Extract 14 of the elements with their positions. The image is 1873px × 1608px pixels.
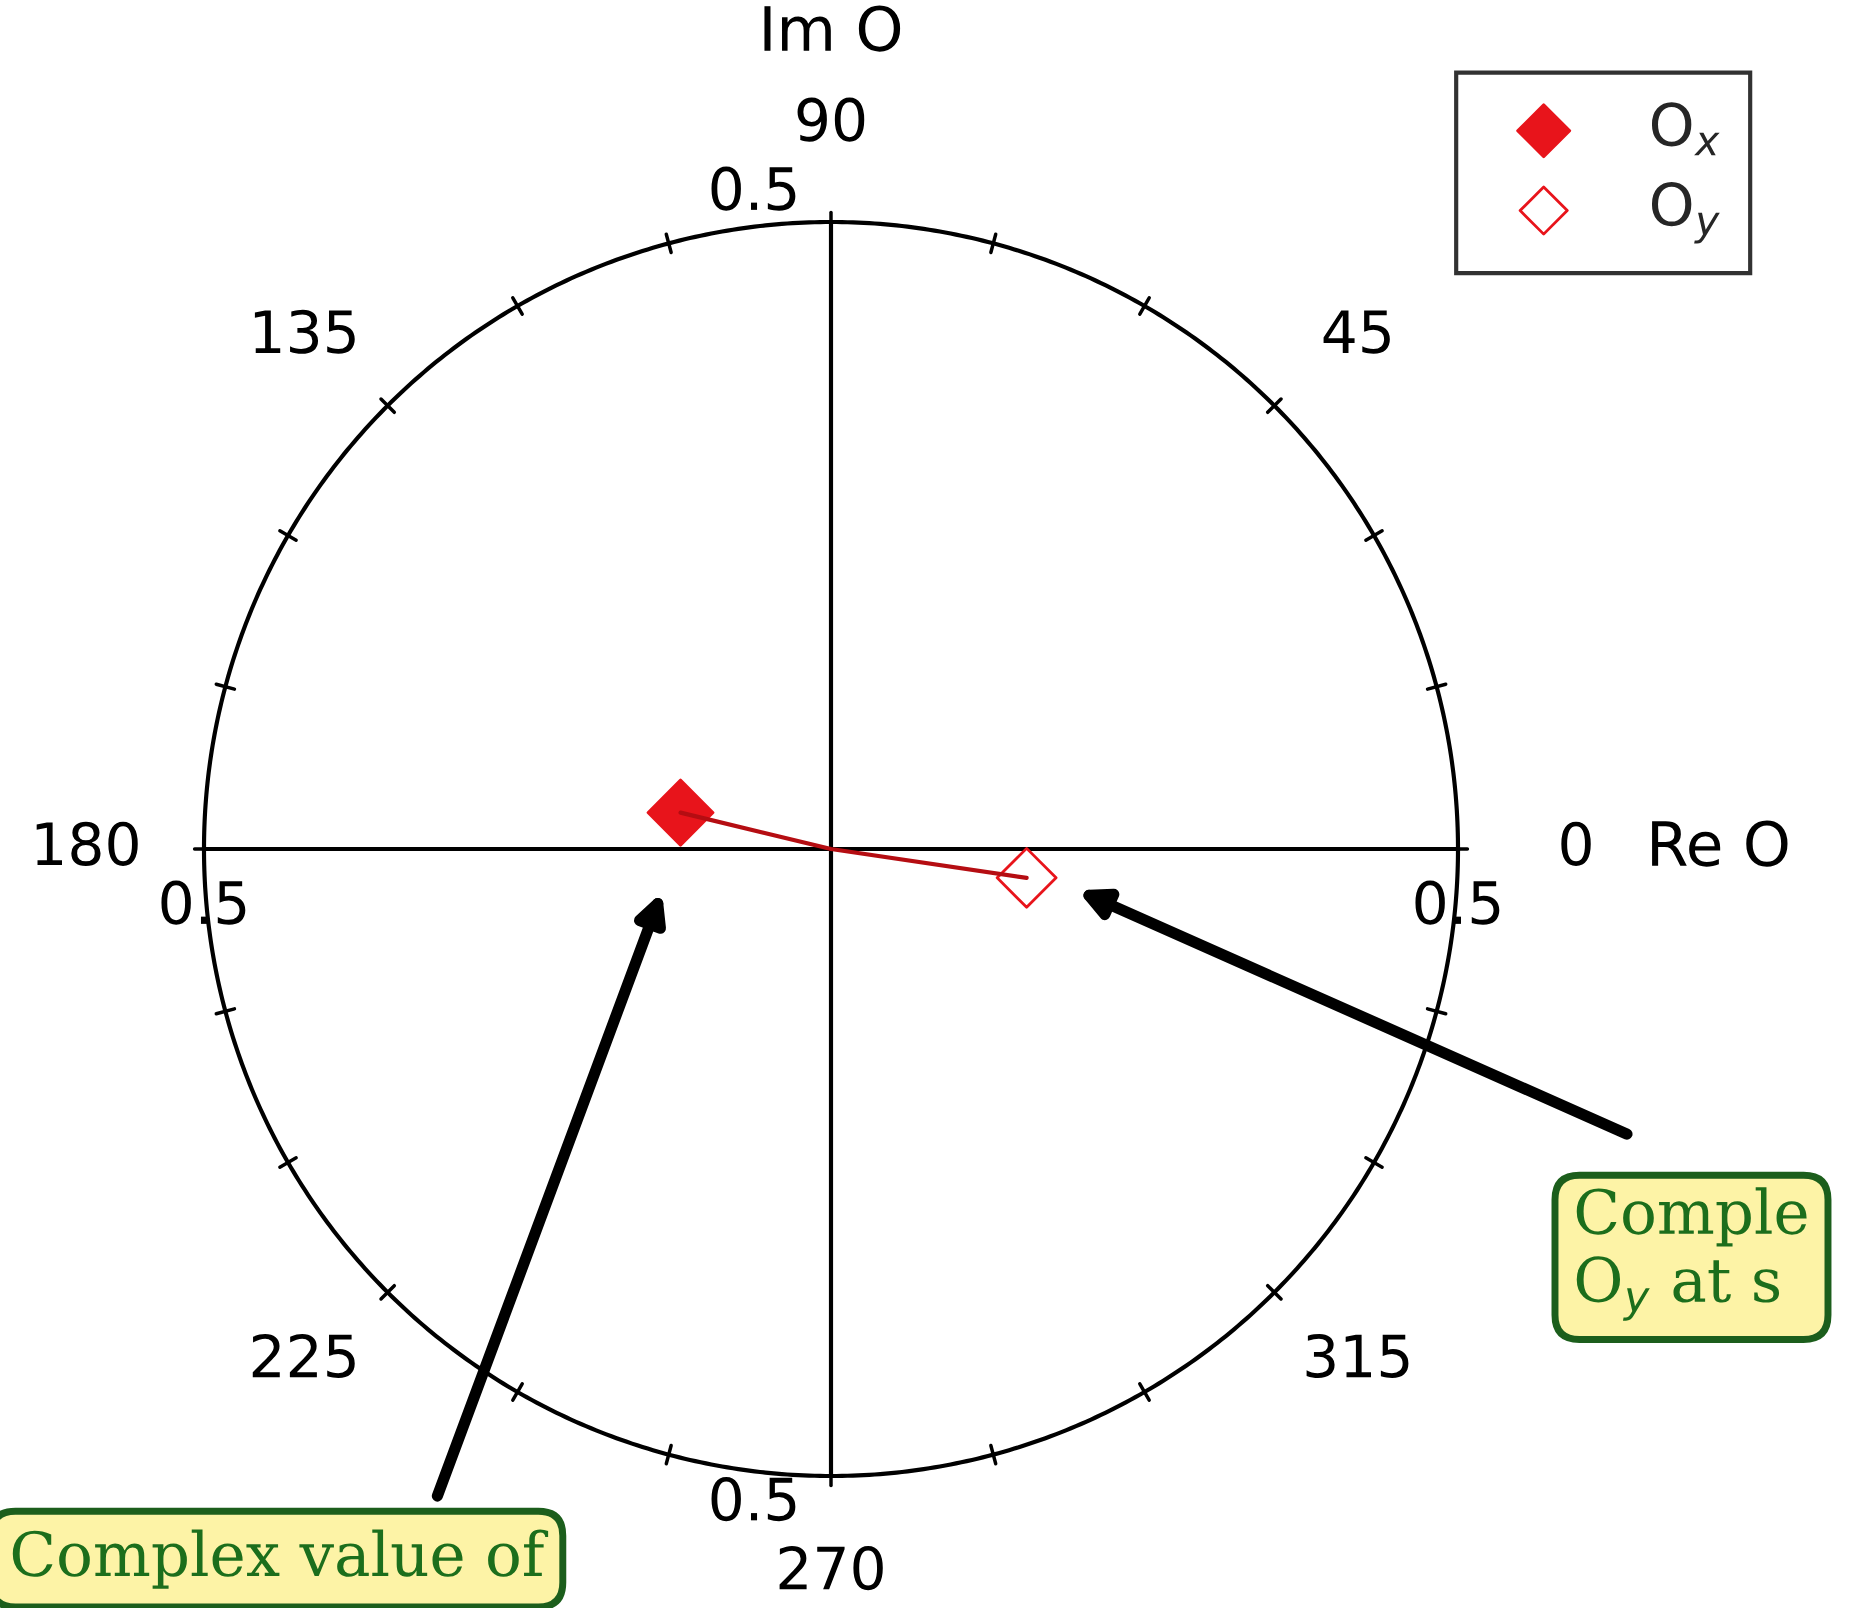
- text: Comple O$_{y}$ at s: [1576, 1187, 1807, 1321]
- legend-label: O$_{x}$: [1651, 102, 1720, 156]
- annotation: 225: [252, 1333, 355, 1379]
- x-axis-title: Re O: [1652, 820, 1788, 867]
- annotation: 315: [1306, 1333, 1409, 1379]
- annotation: 45: [1323, 310, 1390, 354]
- text: 180: [36, 821, 138, 866]
- text: 0: [1561, 821, 1591, 866]
- text: 90: [797, 97, 865, 142]
- y-axis-title: Im O: [764, 5, 901, 52]
- text: Complex value of: [12, 1529, 549, 1589]
- annotation: 135: [254, 309, 355, 354]
- legend-label: O$_{y}$: [1651, 182, 1720, 244]
- text: 270: [779, 1546, 883, 1591]
